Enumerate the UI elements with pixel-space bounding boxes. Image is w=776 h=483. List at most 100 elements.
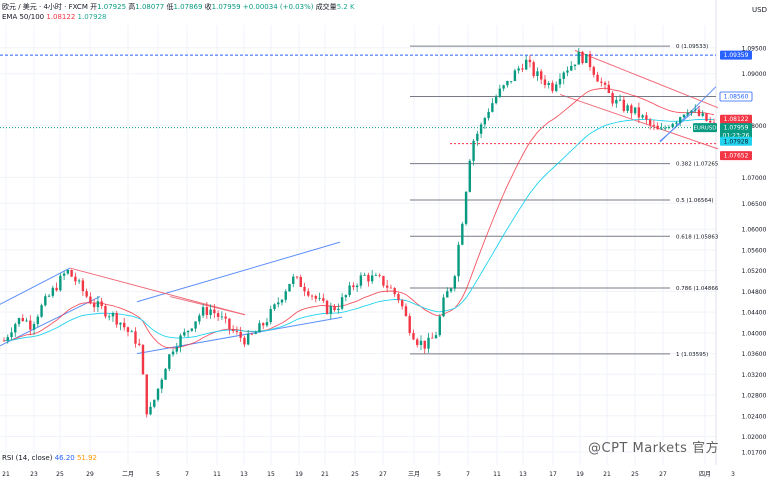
candle-body [59,275,62,291]
x-tick-label: 25 [351,471,359,478]
candle-body [524,59,528,70]
candle-body [697,109,701,116]
candle-body [513,70,517,81]
candle-body [397,294,400,301]
price-tag-ema50 [720,114,752,124]
ema50-value: 1.08122 [46,13,76,21]
candle-body [401,300,404,307]
x-tick-label: 5 [156,471,160,478]
y-tick-label: 1.02000 [742,434,767,441]
candle-body [431,337,434,339]
candle-body [164,368,167,380]
candle-body [231,328,235,331]
candle-body [21,318,24,322]
fib-level-label: 0.382 (1.07265) [676,162,721,168]
low-value: 1.07869 [173,3,203,11]
candle-body [479,124,483,134]
candle-body [235,330,239,332]
candle-body [32,324,36,330]
candle-body [370,275,374,282]
candle-body [175,347,179,352]
x-tick-label: 17 [549,471,557,478]
y-tick-label: 1.08000 [742,123,767,130]
rsi-ma-value: 51.92 [76,454,98,462]
low-label: 低 [166,3,174,11]
price-tag-level [720,50,752,60]
grid-lines [0,0,734,465]
candle-body [160,379,163,389]
fib-level-label: 1 (1.03595) [676,352,708,358]
high-label: 高 [128,3,136,11]
price-tag-level_red [720,151,752,161]
candle-body [709,120,712,123]
candle-body [656,125,659,130]
y-tick-label: 1.03200 [742,372,767,379]
ema-lines [3,87,715,349]
candle-body [652,124,656,126]
candle-body [194,321,197,329]
x-tick-label: 25 [631,471,639,478]
candle-body [74,276,77,282]
ema50-line [3,87,715,349]
candle-body [254,332,257,335]
ema100-value: 1.07928 [77,13,107,21]
candle-body [449,288,453,292]
symbol-tag-text: EURUSD [693,126,716,132]
candle-body [442,297,445,317]
candle-body [637,107,641,118]
symbol-legend: 欧元 / 美元 · 4小时 · FXCM 开1.07925 高1.08077 低… [2,2,355,12]
candle-body [622,99,626,111]
candle-body [243,337,246,345]
candle-body [498,88,502,97]
candle-body [464,191,468,224]
candle-body [92,303,96,308]
candle-body [14,324,17,333]
candle-body [277,302,280,305]
candle-body [329,306,333,314]
candle-body [273,304,276,310]
candle-body [6,337,9,341]
candle-body [592,67,595,75]
candle-body [543,79,547,85]
candle-body [183,332,186,336]
candle-body [615,99,618,104]
open-label: 开 [90,3,98,11]
candle-body [250,333,254,335]
candle-body [675,122,678,124]
y-tick-label: 1.09000 [742,71,767,78]
candlesticks [2,48,716,418]
candle-body [419,340,423,345]
x-tick-label: 29 [86,471,94,478]
candle-body [600,81,603,83]
candle-body [434,335,438,339]
candle-body [156,388,160,400]
x-tick-label: 13 [240,471,248,478]
candle-body [352,285,355,288]
candle-body [29,320,32,330]
candle-body [198,315,201,322]
price-axis[interactable]: 1.09500 1.09000 1.08000 1.07000 1.06500 1.060… [718,0,776,483]
candle-body [412,332,415,340]
symbol-title[interactable]: 欧元 / 美元 · 4小时 · FXCM [2,3,88,11]
time-axis[interactable]: 21 23 25 29 二月 5 7 11 13 15 19 21 25 27 三月 5 7 11 13 17 19 21… [2,471,735,478]
fib-level-label: 0 (1.09533) [676,44,708,50]
ema-legend[interactable]: EMA 50/100 1.08122 1.07928 [2,13,106,21]
candle-body [220,316,224,318]
x-tick-label: 11 [493,471,501,478]
channel-line-red [69,267,246,316]
candle-body [491,103,494,112]
candle-body [89,296,92,304]
open-value: 1.07925 [97,3,127,11]
candle-body [603,82,607,85]
candle-body [487,111,490,119]
rsi-legend[interactable]: RSI (14, close) 46.20 51.92 [2,454,97,462]
channel-line-blue [0,296,101,347]
candle-body [77,280,81,282]
candle-body [385,285,389,288]
channel-line-blue [136,241,341,303]
candle-body [130,331,133,333]
candle-body [318,298,321,300]
candle-body [607,84,611,94]
candle-body [96,301,100,308]
